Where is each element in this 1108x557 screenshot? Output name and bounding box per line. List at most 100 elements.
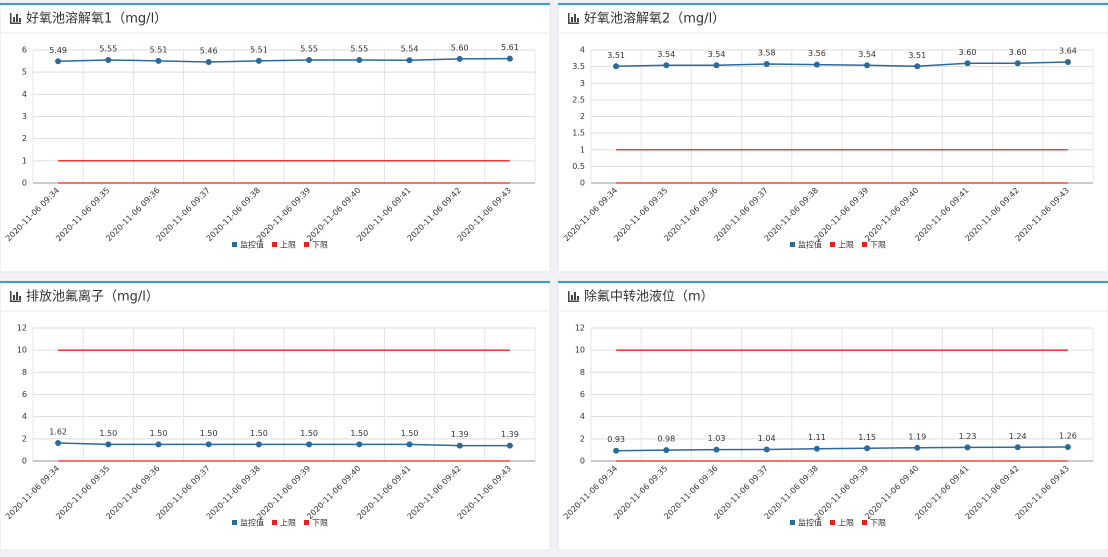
- data-label: 1.50: [250, 429, 268, 438]
- data-point: [456, 55, 463, 62]
- series-line: [58, 57, 510, 63]
- data-label: 1.19: [908, 432, 926, 441]
- data-point: [306, 441, 313, 448]
- data-label: 5.61: [501, 43, 519, 52]
- data-label: 1.39: [451, 430, 469, 439]
- icon-bar: [10, 291, 12, 302]
- data-label: 5.49: [49, 46, 67, 55]
- series-line: [616, 446, 1068, 452]
- y-tick-label: 6: [22, 46, 27, 55]
- icon-bar: [568, 22, 579, 24]
- legend-label: 监控值: [798, 518, 822, 528]
- y-tick-label: 3: [22, 112, 27, 121]
- legend-swatch: [830, 242, 835, 247]
- chart-icon: [10, 291, 21, 302]
- data-point: [506, 55, 513, 62]
- legend-label: 上限: [280, 519, 296, 528]
- y-tick-label: 3: [580, 79, 585, 88]
- icon-bar: [568, 291, 570, 302]
- legend-swatch: [830, 520, 835, 525]
- data-label: 1.50: [200, 429, 218, 438]
- icon-bar: [574, 292, 576, 300]
- y-tick-label: 12: [17, 324, 27, 333]
- series-line: [58, 442, 510, 447]
- data-point: [663, 62, 670, 69]
- data-point: [255, 441, 262, 448]
- y-tick-label: 5: [22, 68, 27, 77]
- series-line: [616, 61, 1068, 68]
- legend-label: 下限: [870, 519, 886, 528]
- panel-bg: [0, 280, 551, 551]
- data-point: [1014, 444, 1021, 451]
- data-label: 3.58: [758, 48, 776, 57]
- legend-swatch: [790, 242, 795, 247]
- y-tick-label: 4: [22, 90, 27, 99]
- legend-label: 监控值: [798, 240, 822, 250]
- icon-bar: [19, 296, 21, 300]
- data-point: [914, 444, 921, 451]
- data-label: 5.54: [401, 45, 419, 54]
- y-tick-label: 8: [580, 368, 585, 377]
- legend-label: 上限: [838, 241, 854, 250]
- icon-bar: [577, 18, 579, 22]
- legend-label: 监控值: [240, 240, 264, 250]
- data-point: [356, 441, 363, 448]
- data-point: [813, 61, 820, 68]
- panel: 好氧池溶解氧2（mg/l）00.511.522.533.542020-11-06…: [557, 2, 1108, 273]
- panel-bg: [0, 2, 551, 273]
- data-point: [713, 62, 720, 69]
- y-tick-label: 12: [575, 324, 585, 333]
- data-point: [763, 446, 770, 453]
- panel-bg: [557, 2, 1108, 273]
- legend-swatch: [272, 242, 277, 247]
- data-label: 5.60: [451, 43, 469, 52]
- y-tick-label: 10: [17, 346, 27, 355]
- data-label: 3.60: [1009, 48, 1027, 57]
- data-label: 0.93: [607, 435, 625, 444]
- data-point: [105, 441, 112, 448]
- data-label: 1.50: [401, 429, 419, 438]
- data-label: 5.46: [200, 46, 218, 55]
- data-label: 5.55: [99, 44, 117, 53]
- panel-top-border: [558, 3, 1108, 5]
- y-tick-label: 6: [580, 390, 585, 399]
- y-tick-label: 8: [22, 368, 27, 377]
- panel-bg: [557, 280, 1108, 551]
- data-point: [55, 58, 62, 65]
- data-label: 1.23: [959, 432, 977, 441]
- legend-swatch: [862, 520, 867, 525]
- panel-top-border: [558, 281, 1108, 283]
- data-point: [864, 445, 871, 452]
- icon-bar: [577, 296, 579, 300]
- data-label: 3.51: [607, 51, 625, 60]
- icon-bar: [16, 292, 18, 300]
- icon-bar: [10, 22, 21, 24]
- data-label: 1.39: [501, 430, 519, 439]
- legend-swatch: [232, 520, 237, 525]
- data-point: [506, 442, 513, 449]
- icon-bar: [19, 18, 21, 22]
- y-tick-label: 3.5: [572, 62, 585, 71]
- chart-icon: [10, 13, 21, 24]
- data-point: [255, 57, 262, 64]
- data-point: [406, 57, 413, 64]
- legend-label: 下限: [870, 241, 886, 250]
- legend-label: 上限: [280, 241, 296, 250]
- icon-bar: [13, 295, 15, 300]
- y-tick-label: 2: [580, 434, 585, 443]
- data-label: 1.24: [1009, 432, 1027, 441]
- icon-bar: [13, 17, 15, 22]
- icon-bar: [571, 17, 573, 22]
- icon-bar: [574, 14, 576, 22]
- data-point: [1064, 444, 1071, 451]
- data-point: [1064, 58, 1071, 65]
- data-label: 3.54: [858, 50, 876, 59]
- data-label: 5.55: [350, 44, 368, 53]
- legend-swatch: [304, 520, 309, 525]
- icon-bar: [568, 13, 570, 24]
- y-tick-label: 0: [580, 179, 585, 188]
